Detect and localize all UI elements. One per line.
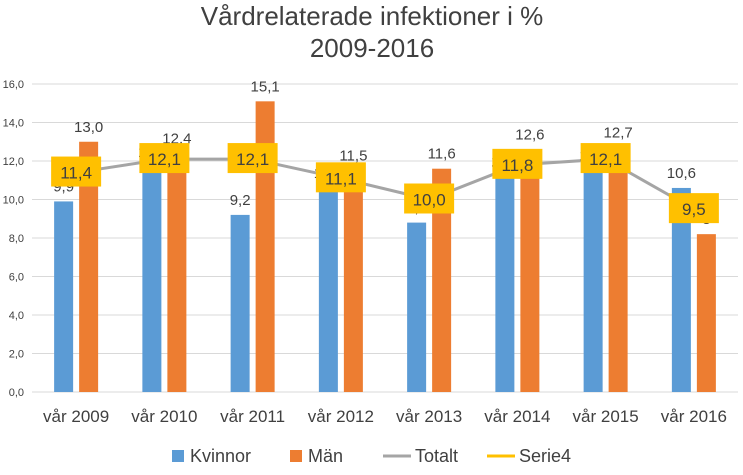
bar-man <box>167 153 187 392</box>
y-tick-label: 16,0 <box>3 79 24 91</box>
serie4-label-box <box>580 143 631 174</box>
x-tick-label: vår 2009 <box>43 407 109 426</box>
serie4-label: 12,1 <box>236 150 269 169</box>
bar-man <box>79 141 99 392</box>
serie4-label-box <box>227 143 278 174</box>
bar-kvinnor <box>230 214 250 392</box>
bar-man <box>255 101 275 392</box>
bar-kvinnor <box>407 222 427 392</box>
data-label-man: 15,1 <box>251 78 280 95</box>
legend-label: Män <box>308 446 343 466</box>
y-axis-ticks: 0,0 2,0 4,0 6,0 8,0 10,0 12,0 14,0 16,0 <box>3 79 24 399</box>
bar-man <box>432 168 452 392</box>
bar-man <box>343 170 363 392</box>
x-tick-label: vår 2013 <box>396 407 462 426</box>
serie4-label-box <box>404 183 455 214</box>
y-tick-label: 12,0 <box>3 156 24 168</box>
bars <box>54 101 716 392</box>
bar-man <box>696 234 716 392</box>
legend-label: Kvinnor <box>190 446 251 466</box>
serie4-label-box <box>492 148 543 179</box>
legend: Kvinnor Män Totalt Serie4 <box>172 446 571 466</box>
x-tick-label: vår 2012 <box>308 407 374 426</box>
legend-swatch <box>172 450 184 462</box>
serie4-label: 11,4 <box>60 164 92 183</box>
bar-kvinnor <box>583 170 603 392</box>
bar-kvinnor <box>54 201 74 392</box>
y-tick-label: 14,0 <box>3 118 24 130</box>
bar-kvinnor <box>495 176 515 392</box>
legend-label: Serie4 <box>519 446 571 466</box>
serie4-label: 12,1 <box>148 150 181 169</box>
serie4-label: 9,5 <box>682 200 706 219</box>
data-label-man: 11,5 <box>339 148 367 165</box>
x-tick-label: vår 2011 <box>220 407 285 426</box>
data-label-man: 12,6 <box>515 126 544 143</box>
serie4-labels: 11,4 12,1 12,1 11,1 10,0 11,8 12,1 9,5 <box>51 143 719 224</box>
bar-kvinnor <box>318 187 338 392</box>
data-label-man: 13,0 <box>74 119 103 136</box>
y-tick-label: 0,0 <box>9 387 24 399</box>
y-tick-label: 2,0 <box>9 349 24 361</box>
serie4-label: 12,1 <box>589 150 622 169</box>
data-label-man: 12,7 <box>604 125 633 142</box>
chart-title-line-1: Vårdrelaterade infektioner i % <box>201 1 544 31</box>
bar-kvinnor <box>671 187 691 392</box>
y-tick-label: 6,0 <box>9 272 24 284</box>
y-tick-label: 10,0 <box>3 195 24 207</box>
legend-label: Totalt <box>415 446 458 466</box>
legend-swatch <box>290 450 302 462</box>
data-label-kvinnor: 9,2 <box>230 192 251 209</box>
x-axis-ticks: vår 2009 vår 2010 vår 2011 vår 2012 vår 2013… <box>43 407 727 426</box>
y-tick-label: 8,0 <box>9 233 24 245</box>
bar-man <box>608 147 628 392</box>
data-label-man: 11,6 <box>428 146 456 163</box>
chart-title-line-2: 2009-2016 <box>310 33 434 63</box>
serie4-label-box <box>139 143 190 174</box>
serie4-label: 11,1 <box>325 169 357 188</box>
data-label-man: 12,4 <box>162 130 191 147</box>
bar-kvinnor <box>142 166 162 392</box>
serie4-label: 10,0 <box>413 191 446 210</box>
serie4-label-box <box>668 193 719 224</box>
serie4-label-box <box>51 156 102 187</box>
serie4-label: 11,8 <box>501 156 533 175</box>
data-label-kvinnor: 10,6 <box>667 165 696 182</box>
y-tick-label: 4,0 <box>9 310 24 322</box>
serie4-label-box <box>315 162 366 193</box>
x-tick-label: vår 2016 <box>661 407 727 426</box>
bar-man <box>520 149 540 392</box>
x-tick-label: vår 2015 <box>573 407 639 426</box>
chart-title: Vårdrelaterade infektioner i % 2009-2016 <box>201 1 544 63</box>
x-tick-label: vår 2014 <box>484 407 550 426</box>
x-tick-label: vår 2010 <box>131 407 197 426</box>
